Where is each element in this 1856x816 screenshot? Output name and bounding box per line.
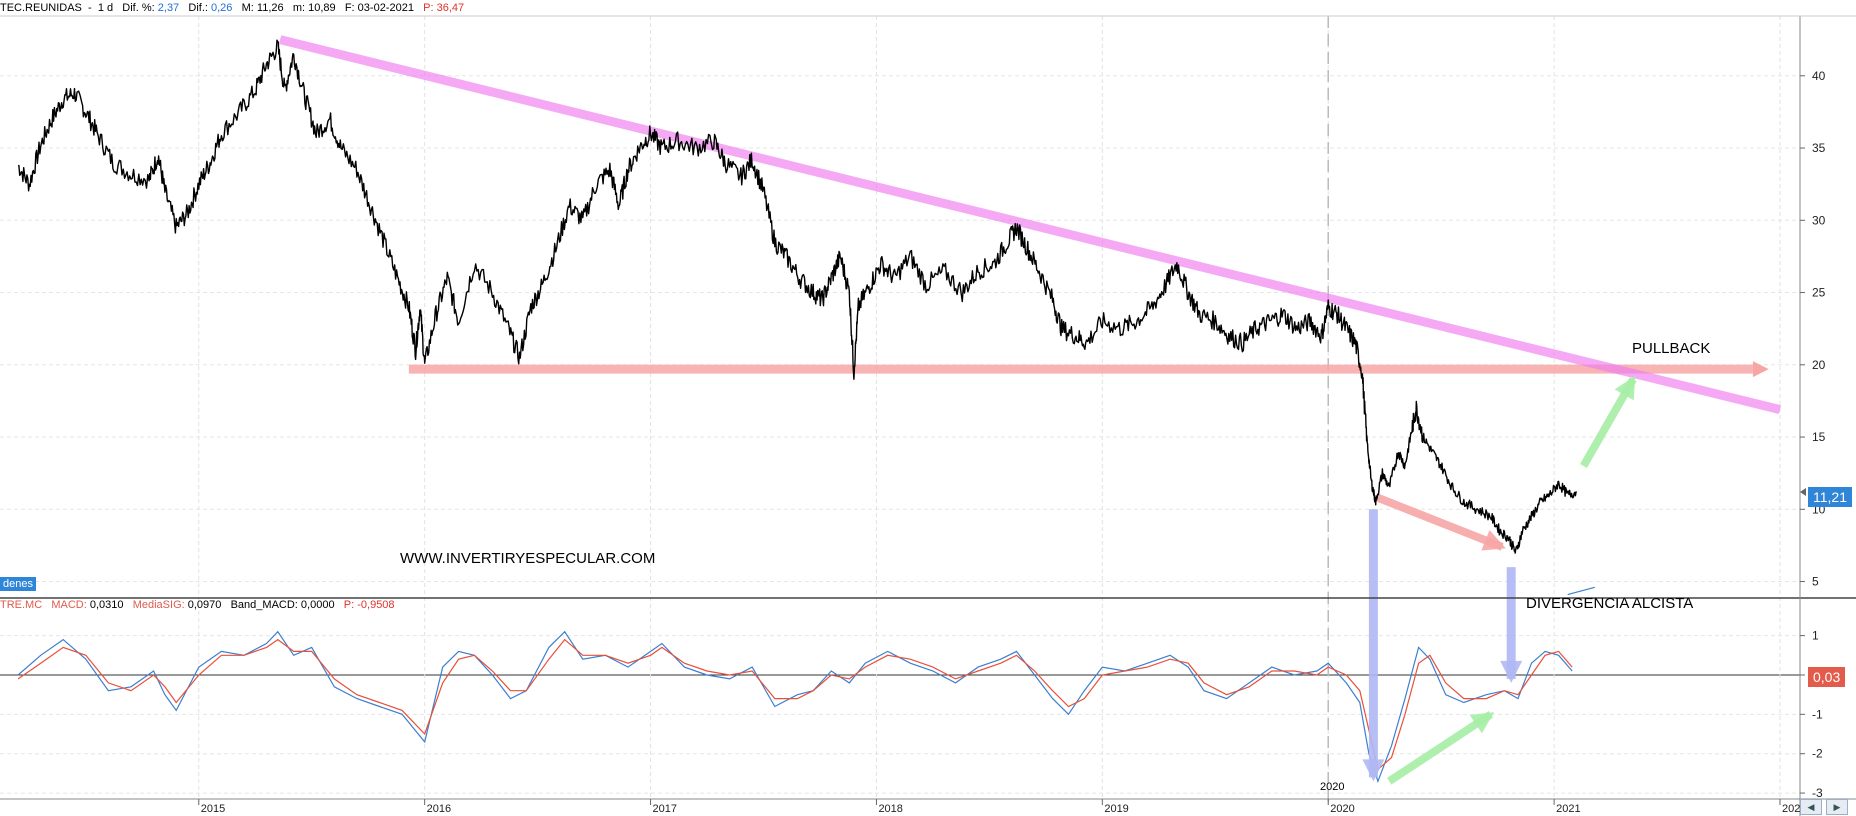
divergence-link-arrow-2 — [1500, 567, 1523, 683]
macd-tick-label: 1 — [1812, 629, 1819, 643]
year-tick-label: 2021 — [1556, 803, 1580, 815]
price-tick-label: 25 — [1812, 286, 1826, 300]
divergence-link-arrow-2-head — [1500, 660, 1523, 683]
macd-header-symbol: TRE.MC — [0, 599, 43, 611]
macd-header: TRE.MC MACD: 0,0310 MediaSIG: 0,0970 Ban… — [0, 599, 395, 611]
macd-header-macd-label: MACD: — [51, 599, 87, 611]
year-tick-label: 2017 — [653, 803, 677, 815]
lower-low-arrow-head — [1481, 530, 1506, 551]
scroll-left-button[interactable]: ◀ — [1800, 799, 1822, 815]
price-tick-label: 30 — [1812, 213, 1826, 227]
lower-low-arrow-shaft — [1376, 494, 1504, 551]
year-tick-label: 2020 — [1330, 803, 1354, 815]
header-date-label: F: — [344, 2, 355, 14]
lower-low-arrow — [1376, 494, 1506, 551]
header-dif-value: 0,26 — [211, 2, 233, 14]
header-max-label: M: — [241, 2, 254, 14]
pullback-annotation: PULLBACK — [1632, 340, 1711, 357]
macd-higher-low-arrow-shaft — [1387, 710, 1494, 785]
scroll-right-button[interactable]: ▶ — [1826, 799, 1848, 815]
resistance-trendline — [279, 35, 1782, 414]
macd-header-sig-value: 0,0970 — [187, 599, 222, 611]
header-date-value: 03-02-2021 — [357, 2, 414, 14]
macd-header-p-label: P: — [343, 599, 355, 611]
ordenes-tag[interactable]: denes — [0, 577, 36, 591]
divergence-annotation: DIVERGENCIA ALCISTA — [1526, 595, 1694, 612]
pullback-arrow — [1580, 375, 1637, 468]
last-price-marker — [1800, 487, 1806, 496]
divider-year-label: 2020 — [1320, 781, 1345, 793]
year-tick-label: 2016 — [427, 803, 451, 815]
last-macd-tag: 0,03 — [1808, 667, 1846, 687]
header-min-label: m: — [292, 2, 306, 14]
website-annotation: WWW.INVERTIRYESPECULAR.COM — [400, 550, 656, 567]
macd-header-sig-label: MediaSIG: — [132, 599, 185, 611]
price-tick-label: 20 — [1812, 358, 1826, 372]
last-price-tag: 11,21 — [1808, 487, 1852, 507]
price-header: TEC.REUNIDAS - 1 d Dif. %: 2,37 Dif.: 0,… — [0, 2, 465, 14]
macd-header-macd-value: 0,0310 — [89, 599, 124, 611]
price-tick-label: 15 — [1812, 430, 1826, 444]
macd-tick-label: -1 — [1812, 707, 1823, 721]
divergence-link-arrow-1 — [1362, 509, 1385, 782]
price-series-line — [18, 39, 1577, 554]
header-dif-pct-value: 2,37 — [157, 2, 180, 14]
header-dif-label: Dif.: — [188, 2, 208, 14]
header-p-value: 36,47 — [436, 2, 465, 14]
year-tick-label: 2019 — [1104, 803, 1128, 815]
macd-tick-label: -3 — [1812, 786, 1823, 800]
header-dif-pct-label: Dif. %: — [122, 2, 155, 14]
pullback-arrow-head — [1614, 375, 1636, 401]
macd-header-p-value: -0,9508 — [357, 599, 395, 611]
macd-higher-low-arrow — [1387, 710, 1495, 785]
header-period: 1 d — [97, 2, 114, 14]
header-p-label: P: — [423, 2, 434, 14]
macd-header-band-value: 0,0000 — [300, 599, 335, 611]
divergence-link-arrow-1-head — [1362, 759, 1385, 782]
year-tick-label: 2015 — [201, 803, 225, 815]
header-max-value: 11,26 — [256, 2, 284, 14]
header-min-value: 10,89 — [308, 2, 336, 14]
support-arrowhead — [1752, 361, 1769, 378]
price-tick-label: 35 — [1812, 141, 1826, 155]
macd-header-band-label: Band_MACD: — [230, 599, 298, 611]
header-symbol: TEC.REUNIDAS — [0, 2, 82, 14]
macd-tick-label: -2 — [1812, 747, 1823, 761]
price-tick-label: 40 — [1812, 69, 1826, 83]
divergence-tick — [1567, 586, 1595, 596]
macd-higher-low-arrow-head — [1469, 712, 1495, 734]
price-tick-label: 5 — [1812, 575, 1819, 589]
year-tick-label: 2018 — [878, 803, 902, 815]
